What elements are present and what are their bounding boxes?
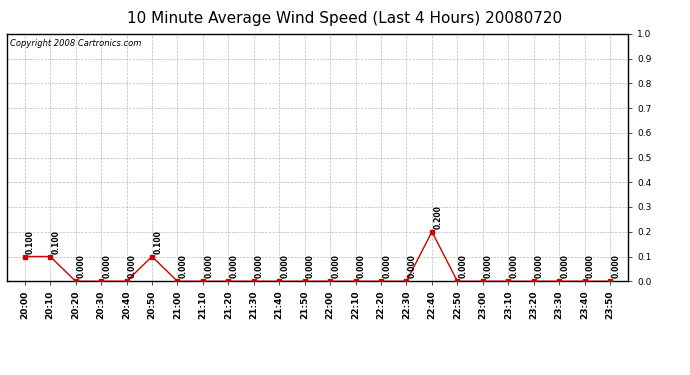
Text: 0.100: 0.100 — [153, 230, 162, 254]
Text: 0.000: 0.000 — [102, 254, 111, 278]
Text: 0.000: 0.000 — [459, 254, 468, 278]
Text: 0.000: 0.000 — [128, 254, 137, 278]
Text: 0.200: 0.200 — [433, 205, 442, 229]
Text: 0.000: 0.000 — [204, 254, 213, 278]
Text: 0.000: 0.000 — [408, 254, 417, 278]
Text: 0.000: 0.000 — [281, 254, 290, 278]
Text: 10 Minute Average Wind Speed (Last 4 Hours) 20080720: 10 Minute Average Wind Speed (Last 4 Hou… — [128, 11, 562, 26]
Text: 0.000: 0.000 — [484, 254, 493, 278]
Text: 0.000: 0.000 — [306, 254, 315, 278]
Text: 0.000: 0.000 — [77, 254, 86, 278]
Text: 0.000: 0.000 — [331, 254, 340, 278]
Text: 0.000: 0.000 — [535, 254, 544, 278]
Text: 0.100: 0.100 — [26, 230, 35, 254]
Text: 0.000: 0.000 — [255, 254, 264, 278]
Text: 0.000: 0.000 — [230, 254, 239, 278]
Text: 0.000: 0.000 — [560, 254, 569, 278]
Text: 0.000: 0.000 — [179, 254, 188, 278]
Text: 0.100: 0.100 — [52, 230, 61, 254]
Text: 0.000: 0.000 — [586, 254, 595, 278]
Text: 0.000: 0.000 — [611, 254, 620, 278]
Text: 0.000: 0.000 — [509, 254, 519, 278]
Text: Copyright 2008 Cartronics.com: Copyright 2008 Cartronics.com — [10, 39, 141, 48]
Text: 0.000: 0.000 — [357, 254, 366, 278]
Text: 0.000: 0.000 — [382, 254, 391, 278]
